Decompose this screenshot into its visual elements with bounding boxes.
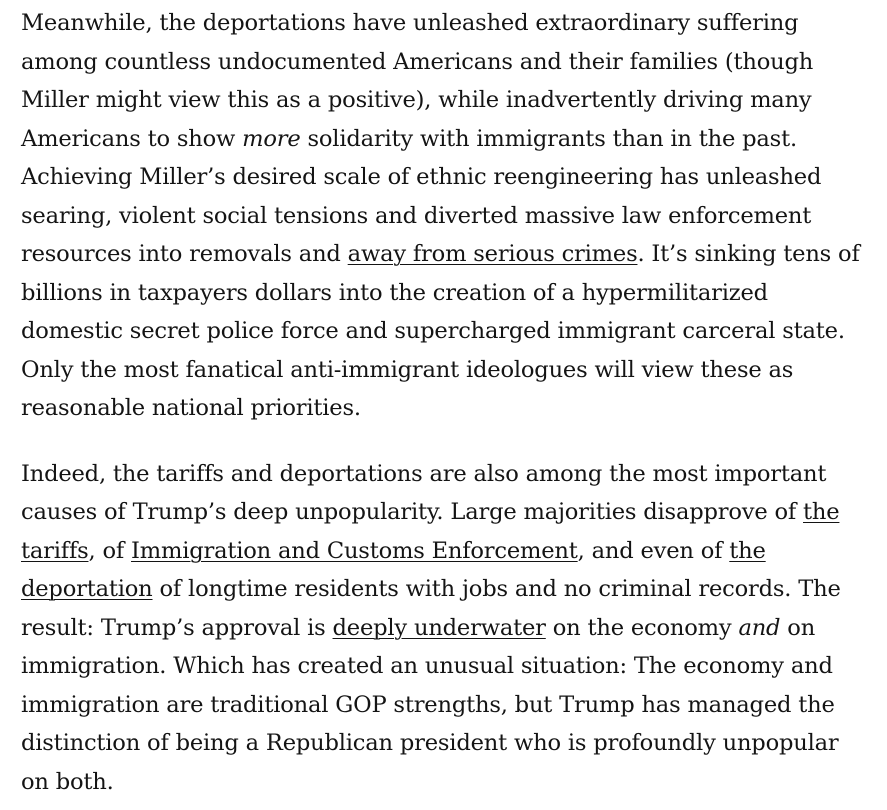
text: Meanwhile, the deportations have unleash… [21,10,814,152]
link-away-from-serious-crimes[interactable]: away from serious crimes [347,241,638,267]
link-the-tariffs[interactable]: the tariffs [21,499,840,564]
article-body: Meanwhile, the deportations have unleash… [21,4,869,802]
paragraph-unpopularity: Indeed, the tariffs and deportations are… [21,455,869,802]
text: on immigration. Which has created an unu… [21,614,839,795]
text: on the economy [545,614,739,641]
link-ice[interactable]: Immigration and Customs Enforcement [131,537,578,564]
emphasis: and [738,614,781,641]
link-the-deportation[interactable]: the deportation [21,537,766,603]
text: Indeed, the tariffs and deportations are… [21,460,827,526]
text: , of [88,537,132,564]
text: solidarity with immigrants than in the p… [21,125,822,268]
text: , and even of [577,537,730,564]
paragraph-deportations: Meanwhile, the deportations have unleash… [21,4,869,428]
link-deeply-underwater[interactable]: deeply underwater [332,614,546,641]
text: . It’s sinking tens of billions in taxpa… [21,241,860,421]
emphasis: more [242,125,301,152]
text: of longtime residents with jobs and no c… [21,576,841,641]
